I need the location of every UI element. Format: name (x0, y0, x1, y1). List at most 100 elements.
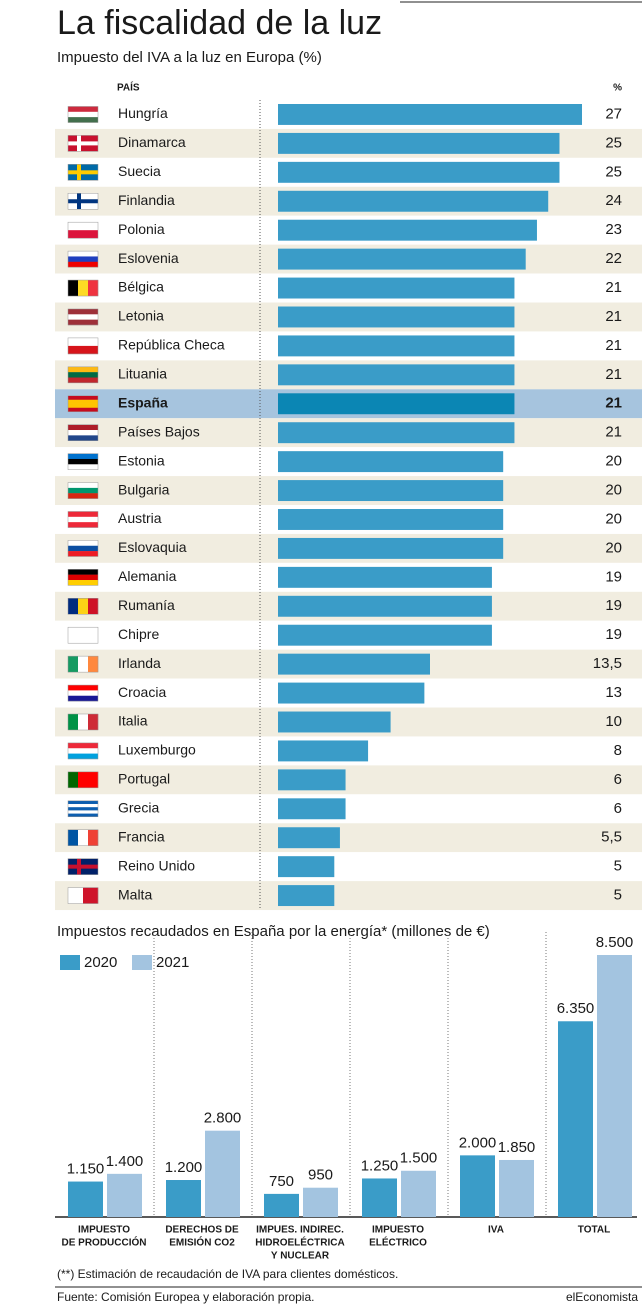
flag-border (67, 193, 99, 210)
value-label: 6.350 (557, 1000, 595, 1017)
value-label: 21 (605, 308, 622, 325)
flag (83, 887, 99, 904)
category-label: Bulgaria (118, 481, 170, 497)
category-label: Países Bajos (118, 423, 200, 439)
value-label: 19 (605, 626, 622, 643)
bar (278, 624, 492, 646)
flag (68, 569, 98, 575)
flag (68, 598, 79, 615)
flag-border (67, 887, 99, 904)
flag-border (67, 742, 99, 760)
bar (278, 277, 515, 299)
flag (68, 807, 98, 811)
category-label: Croacia (118, 684, 166, 700)
flag (68, 377, 98, 384)
flag (88, 656, 99, 673)
category-label: Francia (118, 828, 165, 844)
bar (362, 1178, 397, 1217)
bar (278, 306, 515, 328)
category-label: Lituania (118, 366, 167, 382)
bar (278, 769, 346, 791)
value-label: 1.400 (106, 1153, 144, 1170)
category-label: HIDROELÉCTRICA (255, 1236, 344, 1249)
bar (278, 480, 504, 502)
flag-border (67, 337, 99, 355)
category-label: Dinamarca (118, 134, 186, 150)
category-label: ELÉCTRICO (369, 1236, 427, 1249)
flag (68, 690, 98, 696)
flag-border (67, 569, 99, 586)
subtitle: Impuesto del IVA a la luz en Europa (%) (57, 49, 322, 66)
flag (78, 829, 89, 846)
flag (68, 280, 79, 297)
flag (68, 511, 98, 518)
bar (278, 219, 537, 241)
bar (558, 1021, 593, 1217)
flag-border (67, 771, 99, 789)
flag (68, 251, 98, 257)
value-label: 6 (614, 800, 622, 817)
bar (499, 1159, 534, 1217)
flag (68, 199, 98, 204)
column-header: PAÍS (117, 81, 140, 94)
value-label: 1.200 (165, 1159, 203, 1176)
footnote: (**) Estimación de recaudación de IVA pa… (57, 1267, 398, 1281)
flag (68, 407, 98, 412)
flag (68, 111, 98, 118)
value-label: 19 (605, 568, 622, 585)
flag-border (67, 424, 99, 441)
flag (68, 810, 98, 814)
flag (68, 435, 98, 441)
flag-border (67, 829, 99, 846)
category-label: DE PRODUCCIÓN (61, 1236, 146, 1249)
flag (88, 829, 99, 846)
value-label: 20 (605, 539, 622, 556)
brand: elEconomista (566, 1290, 638, 1304)
flag (68, 337, 98, 347)
flag-border (67, 164, 99, 181)
flag-border (67, 106, 99, 123)
category-label: Grecia (118, 799, 159, 815)
flag (68, 627, 98, 644)
flag (68, 493, 98, 499)
flag-border (67, 626, 99, 644)
flag (68, 800, 98, 805)
bar (278, 595, 492, 617)
bar (278, 451, 504, 473)
category-label: Estonia (118, 452, 165, 468)
flag (68, 487, 98, 494)
flag (78, 713, 89, 730)
row-bg (55, 794, 642, 824)
flag (68, 366, 98, 373)
bar (278, 885, 335, 907)
value-label: 10 (605, 713, 622, 730)
value-label: 21 (605, 279, 622, 296)
flag (68, 453, 98, 460)
flag (68, 713, 79, 730)
value-label: 21 (605, 395, 622, 412)
flag (68, 574, 98, 581)
flag (68, 829, 79, 846)
category-label: República Checa (118, 337, 225, 353)
flag (68, 170, 98, 175)
category-label: IMPUESTO (78, 1225, 130, 1236)
flag (68, 813, 98, 817)
subtitle: Impuestos recaudados en España por la en… (57, 923, 490, 940)
flag (68, 319, 98, 326)
bar (278, 248, 526, 270)
legend-swatch (132, 955, 152, 970)
flag-border (67, 482, 99, 499)
value-label: 20 (605, 453, 622, 470)
value-label: 6 (614, 771, 622, 788)
value-label: 22 (605, 250, 622, 267)
flag-border (67, 858, 99, 875)
value-label: 5 (614, 887, 622, 904)
bar (278, 335, 515, 357)
category-label: Alemania (118, 568, 177, 584)
category-label: IVA (488, 1225, 504, 1236)
row-bg (55, 823, 642, 853)
value-label: 13,5 (593, 655, 622, 672)
value-label: 750 (269, 1173, 294, 1190)
bar (460, 1155, 495, 1217)
